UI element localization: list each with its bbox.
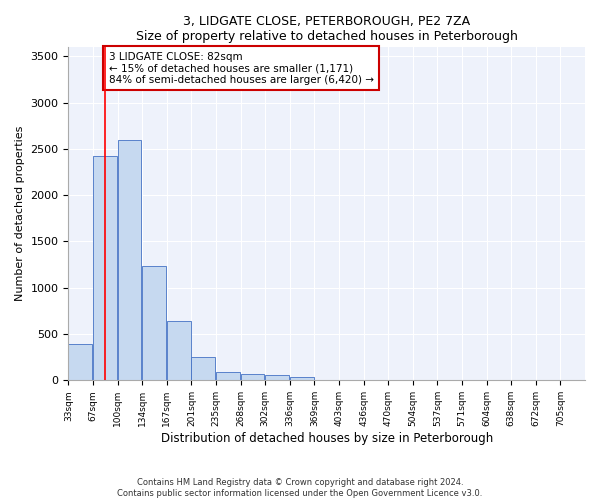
Bar [118,140,142,380]
Bar [265,375,289,380]
Y-axis label: Number of detached properties: Number of detached properties [15,126,25,302]
Text: Contains HM Land Registry data © Crown copyright and database right 2024.
Contai: Contains HM Land Registry data © Crown c… [118,478,482,498]
X-axis label: Distribution of detached houses by size in Peterborough: Distribution of detached houses by size … [161,432,493,445]
Bar [167,321,191,380]
Bar [93,156,117,380]
Title: 3, LIDGATE CLOSE, PETERBOROUGH, PE2 7ZA
Size of property relative to detached ho: 3, LIDGATE CLOSE, PETERBOROUGH, PE2 7ZA … [136,15,518,43]
Bar [290,376,314,380]
Bar [216,372,240,380]
Bar [241,374,265,380]
Bar [191,356,215,380]
Bar [68,344,92,381]
Text: 3 LIDGATE CLOSE: 82sqm
← 15% of detached houses are smaller (1,171)
84% of semi-: 3 LIDGATE CLOSE: 82sqm ← 15% of detached… [109,52,374,85]
Bar [142,266,166,380]
